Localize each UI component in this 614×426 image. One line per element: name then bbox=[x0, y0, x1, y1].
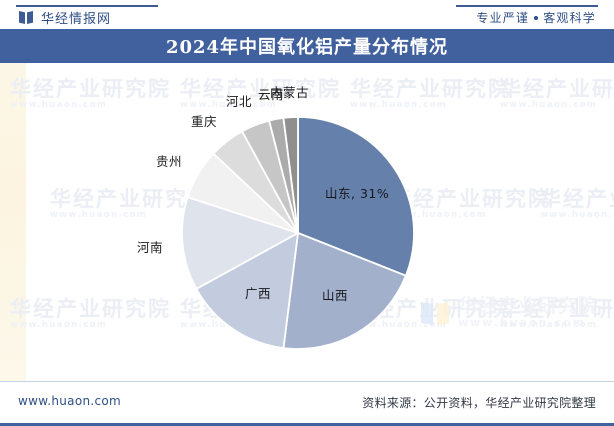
footer-bar: www.huaon.com 资料来源：公开资料，华经产业研究院整理 bbox=[0, 381, 614, 426]
brand[interactable]: 华经情报网 bbox=[18, 8, 111, 27]
pie-slice-label: 山西 bbox=[322, 288, 349, 303]
pie-slice[interactable] bbox=[181, 196, 301, 291]
pie-slice-label: 贵州 bbox=[156, 154, 183, 169]
pie-slice[interactable] bbox=[282, 231, 408, 350]
slogan: 专业严谨 客观科学 bbox=[476, 9, 596, 26]
pie-slice-label: 广西 bbox=[245, 286, 272, 301]
title-band: 2024年中国氧化铝产量分布情况 bbox=[0, 29, 614, 63]
slogan-left: 专业严谨 bbox=[476, 11, 530, 25]
open-book-icon bbox=[420, 301, 449, 325]
footer-site-link[interactable]: www.huaon.com bbox=[18, 394, 122, 408]
pie-slice-label: 山东, 31% bbox=[325, 186, 390, 201]
corner-logo-text: 华经产业研究院 www.huaon.com bbox=[457, 294, 598, 330]
top-rule-right bbox=[456, 5, 598, 7]
chart-area: 山东, 31% 山西 广西 河南 贵州 重庆 河北 云南 内蒙古 华经产业研究院 www.hua… bbox=[0, 63, 614, 382]
top-bar: 华经情报网 专业严谨 客观科学 bbox=[0, 0, 614, 29]
slogan-right: 客观科学 bbox=[543, 11, 596, 25]
corner-logo-cn: 华经产业研究院 bbox=[457, 294, 598, 317]
pie-chart bbox=[181, 116, 415, 350]
pie-slice[interactable] bbox=[282, 116, 299, 234]
corner-logo-en: www.huaon.com bbox=[457, 316, 587, 330]
page-title: 2024年中国氧化铝产量分布情况 bbox=[165, 37, 449, 58]
bullet-dot-icon bbox=[534, 15, 539, 20]
pie-slice[interactable] bbox=[195, 231, 300, 350]
brand-text: 华经情报网 bbox=[41, 12, 112, 27]
corner-logo-watermark: 华经产业研究院 www.huaon.com bbox=[420, 294, 598, 330]
pie-slice[interactable] bbox=[297, 116, 415, 277]
footer-source-note: 资料来源：公开资料，华经产业研究院整理 bbox=[362, 396, 596, 410]
pie-slice-label: 河北 bbox=[226, 94, 253, 109]
pie-slice-label: 内蒙古 bbox=[270, 85, 310, 100]
pie-slice-label: 重庆 bbox=[191, 114, 218, 129]
open-book-icon bbox=[19, 11, 33, 24]
top-rule-left bbox=[16, 5, 158, 7]
pie-slice-label: 云南 bbox=[258, 87, 285, 102]
pie-slice-label: 河南 bbox=[137, 240, 164, 255]
